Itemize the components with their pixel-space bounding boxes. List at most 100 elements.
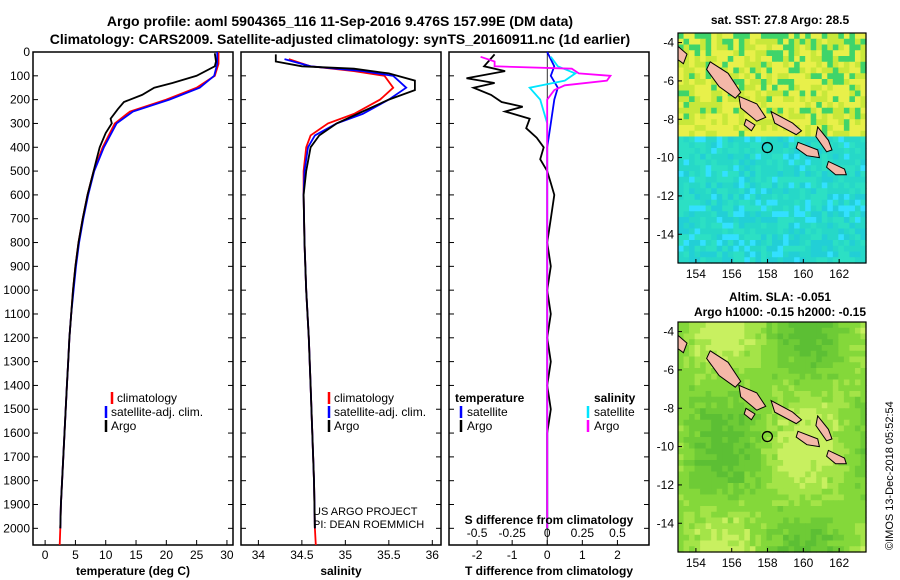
map-cell (805, 379, 812, 386)
map-cell (827, 465, 834, 473)
map-cell (854, 379, 862, 386)
map-cell (777, 488, 784, 496)
map-cell (760, 44, 768, 51)
map-cell (683, 379, 690, 386)
map-cell (722, 414, 729, 421)
map-cell (766, 534, 773, 542)
map-cell (821, 460, 828, 467)
map-cell (766, 385, 773, 392)
map-cell (799, 529, 806, 536)
map-cell (760, 350, 768, 358)
map-cell (810, 529, 817, 536)
map-cell (799, 322, 806, 329)
map-cell (821, 540, 828, 547)
map-cell (711, 136, 718, 143)
map-cell (849, 251, 856, 258)
map-cell (738, 182, 745, 189)
map-cell (772, 546, 779, 553)
map-cell (733, 171, 740, 178)
legend-label-argo: Argo (334, 419, 360, 433)
map-cell (700, 322, 707, 329)
map-cell (849, 448, 856, 455)
map-cell (772, 373, 779, 381)
map-cell (843, 517, 851, 524)
map-cell (827, 67, 834, 74)
map-cell (772, 460, 779, 467)
map-cell (854, 471, 862, 478)
map-cell (766, 408, 773, 415)
map-cell (678, 368, 685, 375)
map-cell (716, 107, 723, 115)
map-cell (810, 350, 817, 358)
map-cell (716, 165, 723, 172)
map-x-tick-label: 154 (686, 556, 706, 570)
map-cell (678, 84, 685, 92)
map-cell (838, 523, 845, 530)
map-cell (838, 217, 845, 224)
map-cell (689, 102, 696, 109)
map-cell (777, 414, 784, 421)
map-cell (700, 102, 707, 109)
map-cell (700, 142, 707, 149)
map-cell (705, 345, 712, 352)
map-cell (832, 182, 839, 189)
map-cell (716, 234, 723, 241)
island-shape (706, 61, 742, 99)
map-cell (849, 529, 856, 536)
map-cell (821, 130, 828, 138)
map-cell (794, 182, 801, 189)
map-cell (821, 176, 828, 184)
map-cell (705, 188, 712, 195)
map-cell (799, 251, 806, 258)
map-cell (788, 373, 795, 381)
map-cell (738, 50, 745, 57)
map-cell (738, 240, 745, 247)
map-cell (722, 217, 729, 224)
map-cell (683, 79, 690, 86)
map-cell (711, 257, 718, 264)
map-cell (766, 454, 773, 461)
map-cell (727, 471, 734, 478)
map-cell (727, 494, 734, 501)
map-cell (794, 194, 801, 201)
map-cell (810, 425, 817, 432)
map-cell (816, 408, 823, 415)
map-cell (799, 199, 806, 207)
map-cell (755, 379, 762, 386)
map-cell (766, 171, 773, 178)
map-cell (816, 240, 823, 247)
map-cell (810, 73, 817, 80)
map-cell (860, 153, 867, 161)
map-cell (694, 523, 701, 530)
map-cell (683, 419, 690, 427)
map-cell (832, 251, 839, 258)
map-cell (849, 471, 856, 478)
map-cell (727, 251, 734, 258)
map-cell (788, 477, 795, 484)
map-cell (694, 529, 701, 536)
map-cell (794, 222, 801, 230)
map-cell (816, 142, 823, 149)
map-cell (821, 38, 828, 46)
map-cell (694, 442, 701, 450)
map-cell (705, 414, 712, 421)
map-cell (832, 414, 839, 421)
top-tick-label: -0.5 (467, 526, 488, 540)
map-cell (816, 222, 823, 230)
island-shape (815, 125, 833, 153)
map-cell (722, 540, 729, 547)
map-cell (722, 402, 729, 409)
map-cell (766, 437, 773, 444)
map-cell (749, 350, 757, 358)
map-cell (683, 159, 690, 166)
map-cell (694, 234, 701, 241)
map-cell (810, 257, 817, 264)
map-cell (755, 205, 762, 212)
map-cell (805, 517, 812, 524)
map-cell (700, 523, 707, 530)
map-cell (689, 107, 696, 115)
map-cell (705, 477, 712, 484)
map-cell (705, 251, 712, 258)
map-cell (838, 222, 845, 230)
map-cell (805, 322, 812, 329)
